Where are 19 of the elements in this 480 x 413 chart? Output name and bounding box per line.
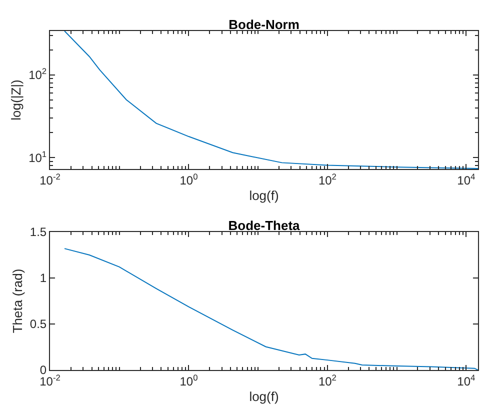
chart-title: Bode-Norm (228, 17, 300, 32)
x-tick-label: 10$^{4}$ (457, 372, 476, 388)
x-tick-label: 10$^{2}$ (318, 372, 337, 388)
chart-title: Bode-Theta (228, 218, 301, 233)
x-tick-label: 10$^{2}$ (318, 171, 337, 188)
y-axis-title: Theta (rad) (10, 268, 25, 334)
y-tick-label: 1 (40, 271, 47, 286)
x-axis-title: log(f) (249, 389, 279, 404)
x-axis-title: log(f) (249, 188, 279, 203)
y-tick-label: 0.5 (30, 317, 47, 332)
x-tick-label: 10$^{4}$ (457, 171, 476, 188)
x-tick-label: 10$^{0}$ (180, 171, 198, 188)
y-tick-label: 1.5 (30, 225, 47, 240)
x-tick-label: 10$^{-2}$ (40, 171, 61, 188)
y-tick-label: 10$^{1}$ (28, 148, 47, 165)
x-tick-label: 10$^{0}$ (180, 372, 198, 388)
y-tick-label: 10$^{2}$ (28, 66, 47, 82)
y-axis-title: log(|Z|) (8, 80, 24, 120)
y-tick-label: 0 (40, 363, 47, 378)
